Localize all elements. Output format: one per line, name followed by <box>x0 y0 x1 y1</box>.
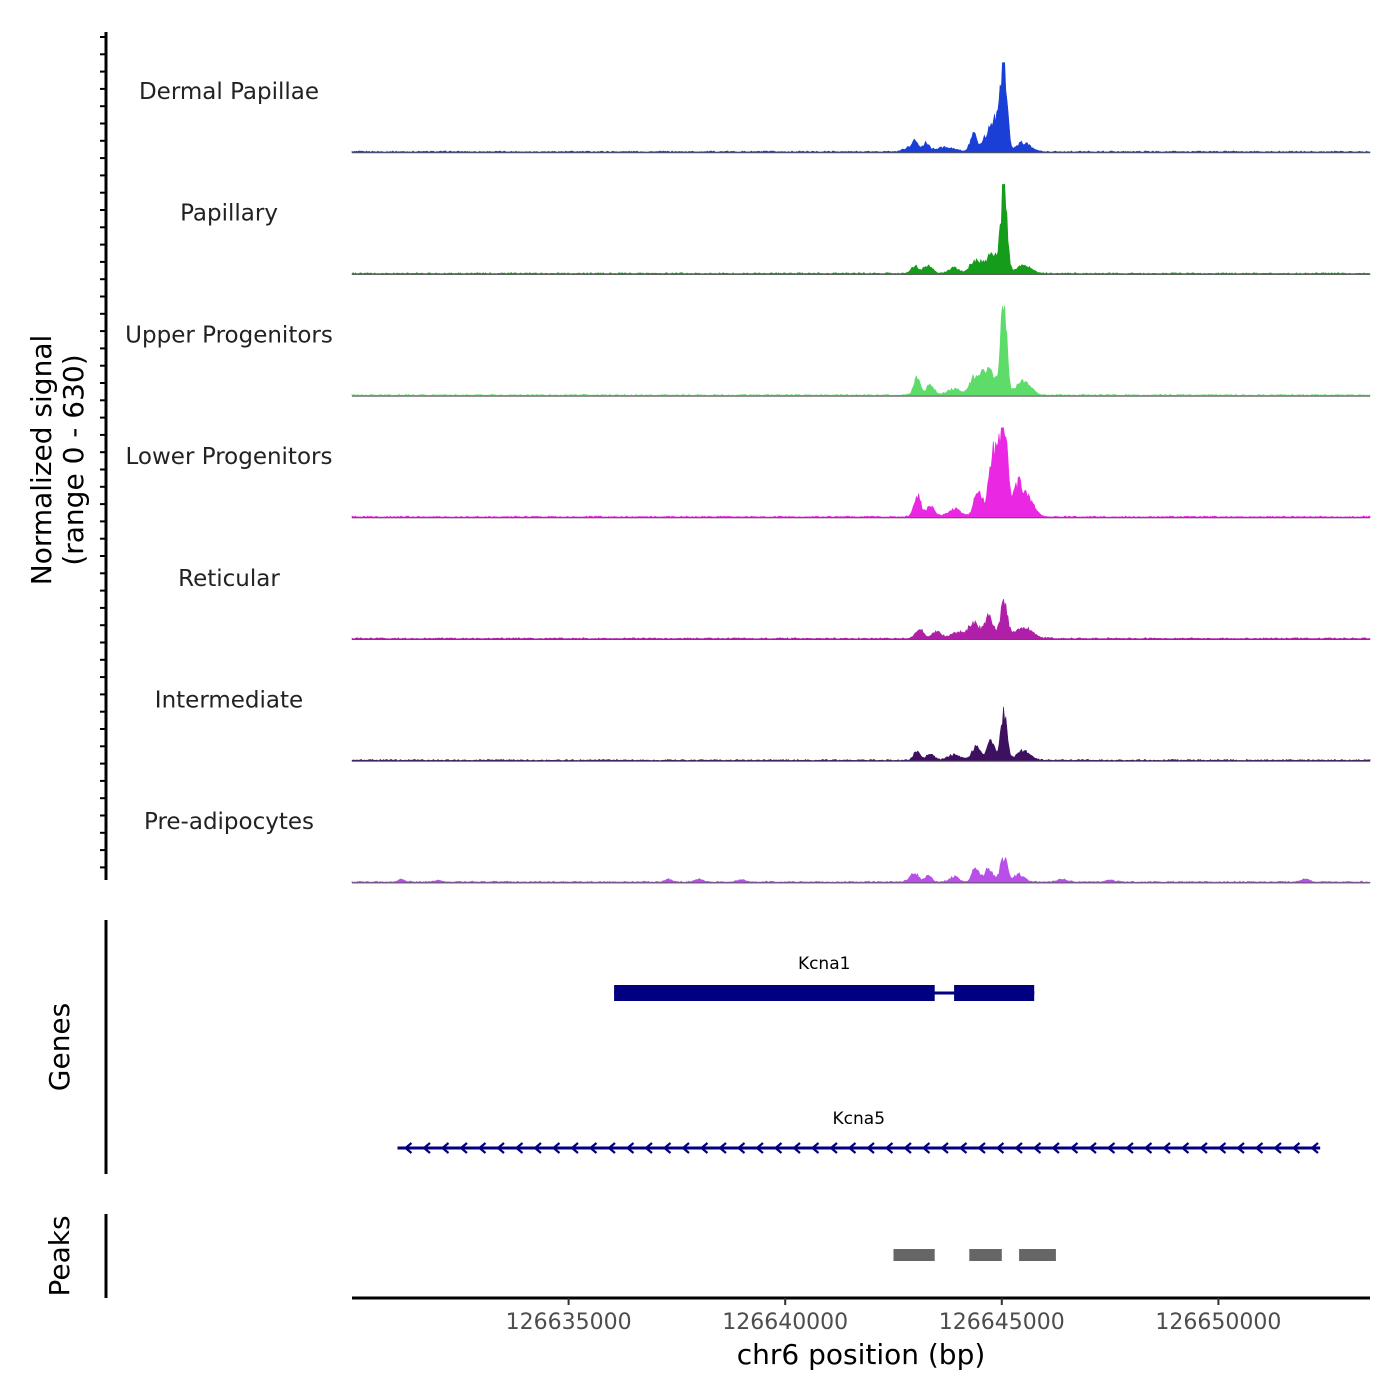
peak-region <box>893 1249 935 1261</box>
strand-arrow <box>1125 1142 1134 1154</box>
strand-arrow <box>1273 1142 1282 1154</box>
strand-arrow <box>403 1142 413 1154</box>
strand-arrow <box>921 1142 931 1154</box>
strand-arrow <box>977 1142 986 1154</box>
track-label: Upper Progenitors <box>125 322 333 348</box>
peak-region <box>969 1249 1002 1261</box>
coverage-track: Lower Progenitors <box>126 427 1371 519</box>
strand-arrow <box>773 1142 783 1154</box>
x-axis: 126635000 126640000 126645000 126650000 chr… <box>352 1296 1370 1371</box>
strand-arrow <box>1069 1142 1079 1154</box>
coverage-track: Reticular <box>178 566 1371 640</box>
coverage-tracks: Dermal Papillae Papillary Upper Progenitor… <box>125 62 1371 884</box>
strand-arrow <box>958 1142 968 1154</box>
strand-arrow <box>1199 1142 1208 1154</box>
track-signal-area <box>351 306 1371 397</box>
strand-arrow <box>588 1142 598 1154</box>
track-signal-area <box>351 598 1371 640</box>
strand-arrow <box>940 1142 949 1154</box>
strand-arrow <box>1162 1142 1171 1154</box>
coverage-track: Dermal Papillae <box>139 62 1371 154</box>
strand-arrow <box>1014 1142 1023 1154</box>
genes-axis-title: Genes <box>43 1003 76 1091</box>
track-signal-area <box>351 62 1371 153</box>
gene-name: Kcna5 <box>833 1109 886 1129</box>
strand-arrow <box>1236 1142 1245 1154</box>
strand-arrow <box>995 1142 1005 1154</box>
track-label: Reticular <box>178 566 280 592</box>
x-axis-title: chr6 position (bp) <box>737 1338 986 1371</box>
y-axis-title-line1: Normalized signal <box>25 335 58 586</box>
coverage-track: Pre-adipocytes <box>144 809 1371 884</box>
track-signal-area <box>351 184 1371 275</box>
strand-arrow <box>1291 1142 1301 1154</box>
strand-arrow <box>718 1142 727 1154</box>
gene-name: Kcna1 <box>798 954 851 974</box>
track-signal-area <box>351 856 1371 884</box>
strand-arrow <box>662 1142 672 1154</box>
gene-exon <box>614 985 935 1001</box>
strand-arrow <box>1051 1142 1060 1154</box>
x-ticks: 126635000 126640000 126645000 126650000 <box>506 1298 1281 1335</box>
coverage-y-axis <box>100 32 108 880</box>
peaks-axis-title: Peaks <box>43 1215 76 1296</box>
y-axis-title: Normalized signal (range 0 - 630) <box>25 335 90 586</box>
genes-panel: Genes Kcna1 Kcna5 <box>43 920 1321 1174</box>
strand-arrow <box>1088 1142 1097 1154</box>
strand-arrow <box>1254 1142 1264 1154</box>
strand-arrow <box>440 1142 450 1154</box>
coverage-track: Intermediate <box>155 688 1371 762</box>
strand-arrow <box>736 1142 746 1154</box>
strand-arrow <box>459 1142 468 1154</box>
track-label: Lower Progenitors <box>126 444 333 470</box>
gene-model: Kcna5 <box>397 1109 1321 1154</box>
track-label: Intermediate <box>155 688 303 714</box>
x-tick-label: 126650000 <box>1155 1310 1281 1335</box>
strand-arrow <box>1106 1142 1116 1154</box>
track-label: Dermal Papillae <box>139 79 319 105</box>
y-axis-title-line2: (range 0 - 630) <box>57 354 90 565</box>
strand-arrow <box>792 1142 801 1154</box>
strand-arrow <box>884 1142 894 1154</box>
track-label: Pre-adipocytes <box>144 809 314 835</box>
strand-arrow <box>755 1142 764 1154</box>
strand-arrow <box>866 1142 875 1154</box>
strand-arrow <box>1310 1142 1319 1154</box>
strand-arrow <box>681 1142 690 1154</box>
strand-arrow <box>625 1142 635 1154</box>
peak-region <box>1019 1249 1056 1261</box>
coverage-track: Upper Progenitors <box>125 306 1371 397</box>
peaks-panel: Peaks <box>43 1214 1056 1298</box>
track-signal-area <box>351 706 1371 762</box>
gene-models: Kcna1 Kcna5 <box>397 954 1321 1154</box>
strand-arrow <box>829 1142 838 1154</box>
strand-arrow <box>699 1142 709 1154</box>
strand-arrow <box>1143 1142 1153 1154</box>
strand-arrow <box>570 1142 579 1154</box>
strand-arrow <box>514 1142 524 1154</box>
strand-arrow <box>533 1142 542 1154</box>
gene-model: Kcna1 <box>614 954 1035 1001</box>
strand-arrow <box>1217 1142 1227 1154</box>
coverage-track: Papillary <box>180 184 1371 275</box>
x-tick-label: 126640000 <box>722 1310 848 1335</box>
x-tick-label: 126645000 <box>939 1310 1065 1335</box>
x-tick-label: 126635000 <box>506 1310 632 1335</box>
strand-arrow <box>496 1142 505 1154</box>
strand-arrow <box>607 1142 616 1154</box>
track-signal-area <box>351 427 1371 519</box>
strand-arrow <box>422 1142 431 1154</box>
peak-regions <box>893 1249 1056 1261</box>
strand-arrow <box>551 1142 561 1154</box>
strand-arrow <box>644 1142 653 1154</box>
gene-exon <box>954 985 1035 1001</box>
strand-arrow <box>1180 1142 1190 1154</box>
strand-arrow <box>477 1142 487 1154</box>
strand-arrow <box>810 1142 820 1154</box>
strand-arrow <box>1032 1142 1042 1154</box>
strand-arrow <box>847 1142 857 1154</box>
strand-arrow <box>903 1142 912 1154</box>
track-label: Papillary <box>180 201 278 227</box>
